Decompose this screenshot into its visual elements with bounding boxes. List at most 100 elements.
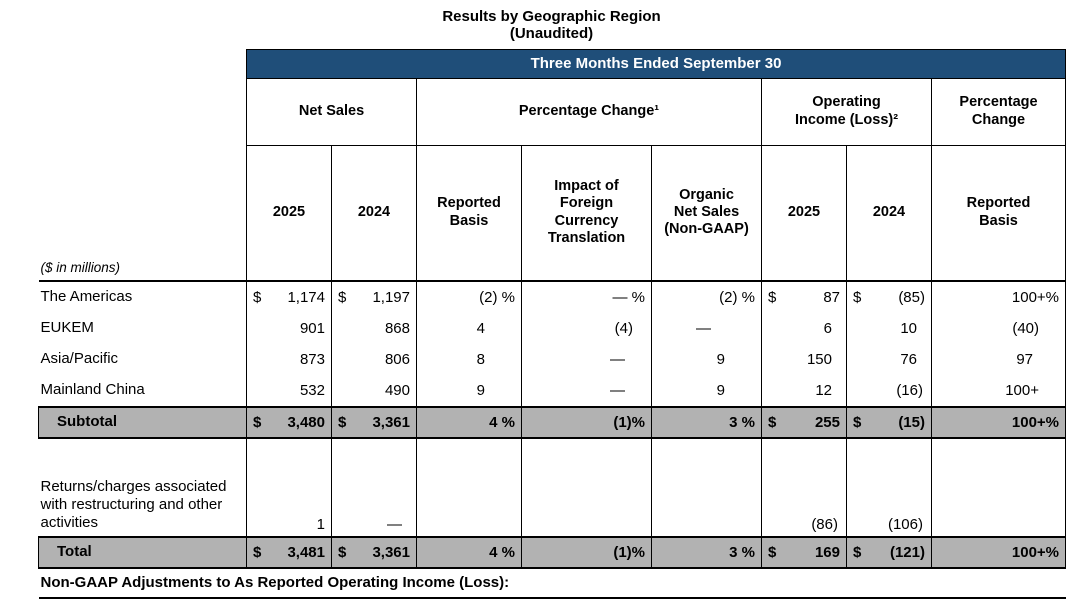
value-cell [416,437,522,537]
value-cell: 806 [331,343,417,375]
value-cell: 12 [761,374,847,407]
table-row: Asia/Pacific 873 806 8—9 150 76 97 [39,343,1067,375]
value-cell: $169 [761,535,847,569]
subheader-2025: 2025 [246,144,332,282]
value-cell: (2) % [416,280,522,313]
value-cell: 76 [846,343,932,375]
group-operating-income: Operating Income (Loss)² [761,77,932,146]
banner-row: Three Months Ended September 30 [38,48,1067,79]
footer-row: Non-GAAP Adjustments to As Reported Oper… [38,567,1066,599]
row-label: Subtotal [38,405,247,439]
value-cell: $87 [761,280,847,313]
value-cell: 868 [331,312,417,344]
value-cell: $ (85) [846,280,932,313]
banner-spacer [38,49,247,78]
value-cell: 490 [331,374,417,407]
value-cell: 3 % [651,405,762,439]
cell-value: 3,361 [372,543,410,561]
cell-value: 1,197 [372,288,410,306]
cell-value: 1,174 [287,288,325,306]
subheader-2024: 2024 [331,144,417,282]
value-cell: $3,361 [331,405,417,439]
value-cell: $3,480 [246,405,332,439]
value-cell: 532 [246,374,332,407]
group-header-row: Net Sales Percentage Change¹ Operating In… [38,77,1067,146]
dollar-sign: $ [768,543,777,561]
value-cell: 9 [651,343,762,375]
value-cell: — [521,374,652,407]
value-cell: $3,481 [246,535,332,569]
cell-value: 3,481 [287,543,325,561]
group-spacer [38,78,247,145]
table-row: Total $3,481 $3,361 4 % (1)% 3 % $169 $ (121) 100… [38,535,1067,569]
value-cell [521,437,652,537]
value-cell: 100+ [930,374,1067,407]
group-percentage-change-2: Percentage Change [930,77,1067,146]
table-row: Returns/charges associated with restruct… [39,437,1067,537]
subheader-fx-impact: Impact of Foreign Currency Translation [521,144,652,282]
row-label: The Americas [40,288,133,306]
cell-value: (15) [898,413,925,431]
value-cell: $255 [761,405,847,439]
results-table: Three Months Ended September 30 Net Sale… [38,48,1067,599]
value-cell: 873 [246,343,332,375]
value-cell: $ (121) [846,535,932,569]
cell-value: 3,361 [372,413,410,431]
dollar-sign: $ [768,288,777,306]
cell-value: (85) [898,288,925,306]
value-cell: (106) [846,437,932,537]
value-cell: 4 [416,312,522,344]
page-subtitle: (Unaudited) [509,25,594,43]
page-title: Results by Geographic Region [442,8,661,25]
value-cell: (40) [930,312,1067,344]
table-head: Three Months Ended September 30 Net Sale… [38,48,1067,282]
cell-value: 169 [814,543,840,561]
cell-value: (121) [889,543,925,561]
value-cell: 100+% [930,405,1067,439]
value-cell: (2) % [651,280,762,313]
value-cell [930,437,1067,537]
value-cell: $ (15) [846,405,932,439]
dollar-sign: $ [338,543,347,561]
value-cell: 901 [246,312,332,344]
sub-header-row: ($ in millions) 2025 2024 Reported Basis … [38,144,1067,282]
row-label: Asia/Pacific [40,350,119,368]
page-title-block: Results by Geographic Region (Unaudited) [38,8,1065,43]
table-row: Subtotal $3,480 $3,361 4 % (1)% 3 % $255 $ (15) 1… [38,405,1067,439]
row-label: EUKEM [40,319,94,337]
value-cell: 9 [416,374,522,407]
table-row: The Americas $1,174 $1,197 (2) % — % (2) % $87… [39,280,1067,313]
cell-value: 3,480 [287,413,325,431]
dollar-sign: $ [853,288,862,306]
value-cell: 4 % [416,535,522,569]
value-cell: 8 [416,343,522,375]
value-cell: $3,361 [331,535,417,569]
dollar-sign: $ [338,288,347,306]
value-cell: 10 [846,312,932,344]
row-label: Mainland China [40,381,145,399]
value-cell: $1,197 [331,280,417,313]
value-cell: (86) [761,437,847,537]
table-row: Mainland China 532 490 9—9 12 (16) 100+ [39,374,1067,407]
value-cell: 3 % [651,535,762,569]
row-label: Returns/charges associated with restruct… [40,478,227,531]
value-cell: (16) [846,374,932,407]
dollar-sign: $ [853,413,862,431]
table-banner: Three Months Ended September 30 [245,48,1067,79]
cell-value: 255 [814,413,840,431]
table-row: EUKEM 901 868 4 (4) —6 10 (40) [39,312,1067,344]
group-net-sales: Net Sales [246,77,417,146]
footer-note: Non-GAAP Adjustments to As Reported Oper… [38,567,1066,599]
value-cell: — [331,437,417,537]
dollar-sign: $ [253,543,262,561]
cell-value: 87 [823,288,840,306]
value-cell: 4 % [416,405,522,439]
value-cell: 9 [651,374,762,407]
row-label: Total [38,535,247,569]
value-cell: — [521,343,652,375]
dollar-sign: $ [768,413,777,431]
dollar-sign: $ [253,413,262,431]
value-cell: $1,174 [246,280,332,313]
table-body: The Americas $1,174 $1,197 (2) % — % (2) % $87… [38,280,1067,569]
value-cell: (4) [521,312,652,344]
